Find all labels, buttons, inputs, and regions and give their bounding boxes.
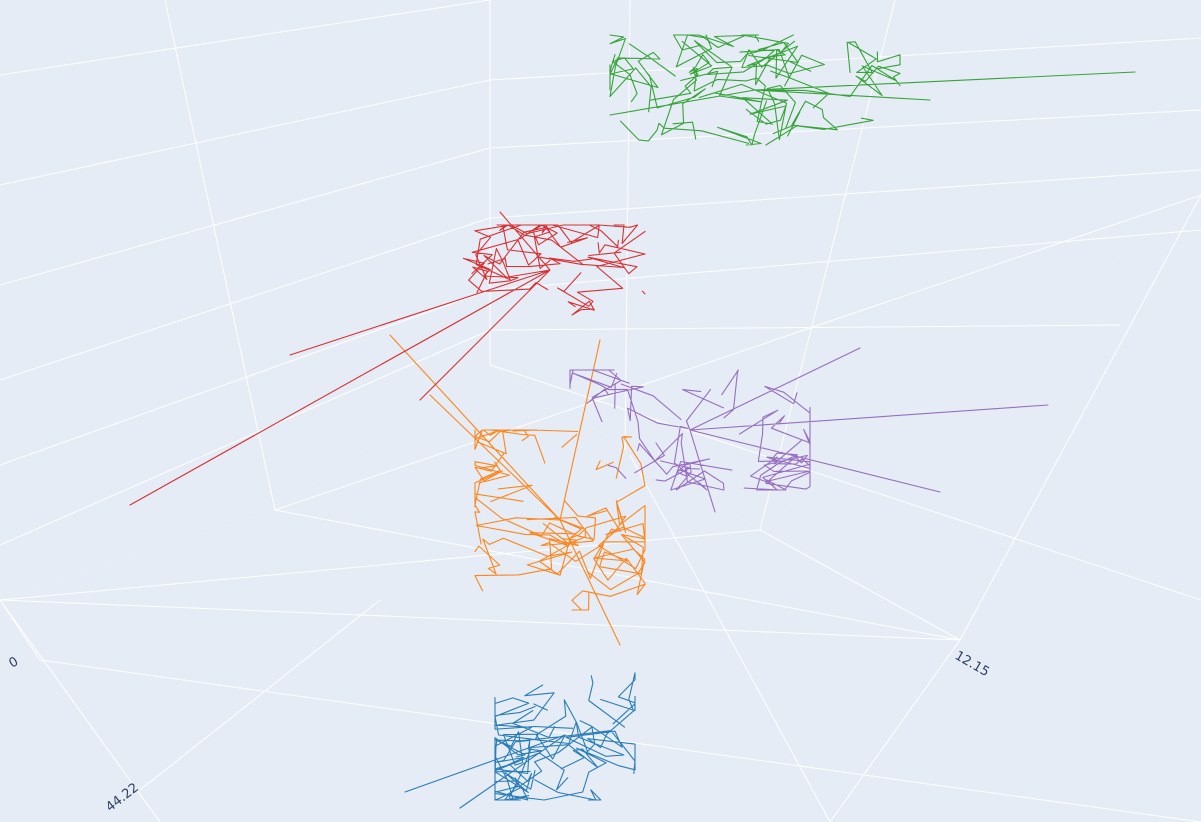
wall-left: [0, 0, 490, 600]
gridline: [274, 194, 1201, 511]
gridline: [489, 37, 1201, 81]
gridline: [0, 147, 491, 286]
series-0-line: [404, 672, 636, 809]
gridline: [489, 109, 1201, 149]
gridline: [0, 0, 491, 76]
floor: [0, 195, 1201, 822]
series-3-line: [129, 211, 646, 506]
gridline: [139, 599, 381, 791]
gridline: [39, 659, 1201, 822]
gridline: [0, 599, 161, 822]
gridline: [629, 454, 831, 822]
gridline: [0, 329, 491, 546]
gridline: [0, 599, 961, 641]
gridline: [959, 194, 1201, 641]
series-4-line: [569, 347, 1049, 513]
wall-right: [490, 0, 1201, 530]
gridline: [0, 79, 491, 186]
gridline: [164, 0, 276, 511]
series-2-line: [609, 34, 1136, 146]
gridline: [829, 639, 961, 822]
gridline: [0, 289, 491, 466]
gridline: [489, 229, 1201, 291]
series-1-line: [389, 334, 646, 646]
gridline: [759, 529, 961, 641]
gridline: [489, 364, 1201, 601]
gridline: [0, 217, 491, 381]
gridline: [274, 509, 961, 641]
trace-group: [129, 34, 1136, 809]
gridline: [489, 324, 1121, 331]
